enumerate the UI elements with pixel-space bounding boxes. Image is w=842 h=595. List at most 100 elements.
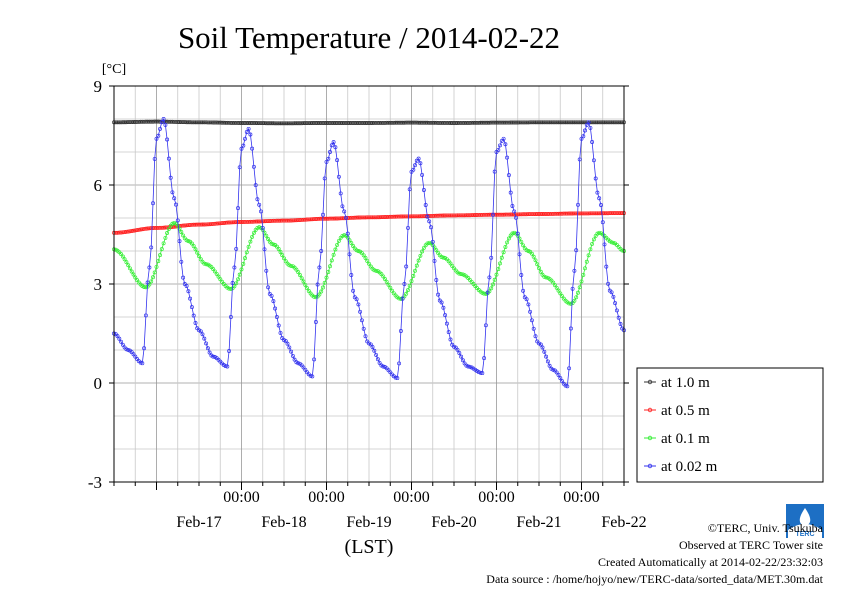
series-1: [112, 119, 626, 126]
series-point: [322, 121, 327, 125]
series-point: [276, 323, 281, 328]
series-point: [156, 133, 161, 138]
series-point: [175, 218, 180, 223]
series-point: [591, 237, 596, 242]
series-point: [191, 244, 196, 249]
series-point: [560, 379, 564, 384]
series-point: [437, 120, 442, 125]
series-point: [138, 227, 143, 232]
series-point: [163, 235, 168, 240]
series-point: [576, 290, 580, 295]
legend-swatch-marker: [647, 407, 653, 413]
series-point: [264, 268, 269, 273]
series-point: [147, 119, 152, 124]
series-point: [315, 282, 320, 287]
footer-source: Data source : /home/hojyo/new/TERC-data/…: [486, 572, 823, 586]
series-point: [554, 211, 559, 216]
series-point: [421, 245, 426, 250]
series-line: [113, 222, 625, 305]
y-tick-label: 3: [94, 275, 103, 294]
series-point: [547, 120, 552, 125]
series-point: [274, 315, 279, 319]
series-point: [398, 329, 403, 333]
series-point: [310, 217, 315, 222]
series-point: [586, 120, 591, 125]
series-point: [315, 121, 320, 125]
series-point: [439, 255, 444, 259]
series-point: [407, 283, 412, 288]
series-point: [450, 213, 455, 218]
series-point: [250, 234, 255, 239]
series-point: [400, 120, 405, 125]
series-point: [149, 245, 154, 250]
series-point: [565, 120, 570, 125]
series-point: [124, 347, 129, 352]
series-point: [374, 268, 379, 273]
series-point: [427, 219, 432, 224]
series-point: [299, 217, 304, 222]
series-point: [333, 247, 338, 252]
series-point: [331, 140, 336, 145]
series-point: [232, 220, 237, 225]
series-point: [126, 348, 131, 352]
series-point: [305, 286, 309, 291]
series-point: [459, 354, 464, 359]
series-point: [308, 373, 313, 378]
series-point: [521, 288, 526, 293]
series-point: [588, 125, 593, 130]
series-point: [120, 254, 125, 259]
series-point: [427, 240, 432, 245]
series-point: [202, 261, 207, 266]
series-point: [152, 119, 157, 124]
series-point: [359, 318, 364, 323]
series-point: [117, 120, 122, 125]
series-point: [466, 364, 471, 369]
series-point: [322, 280, 327, 285]
series-point: [423, 203, 428, 207]
series-point: [501, 136, 506, 141]
series-point: [542, 120, 547, 125]
series-point: [322, 176, 327, 181]
series-point: [319, 249, 324, 253]
series-point: [485, 290, 490, 295]
series-point: [522, 212, 527, 217]
series-point: [524, 248, 529, 253]
series-point: [560, 120, 564, 125]
series-point: [267, 219, 272, 223]
series-point: [143, 313, 148, 318]
series-point: [370, 345, 375, 349]
series-point: [188, 296, 193, 301]
series-point: [611, 240, 616, 245]
series-point: [358, 121, 363, 125]
series-point: [512, 230, 517, 235]
series-point: [469, 120, 474, 125]
footer-observed: Observed at TERC Tower site: [678, 538, 823, 552]
series-point: [305, 217, 309, 222]
series-point: [259, 209, 263, 214]
series-point: [427, 120, 432, 125]
series-point: [492, 277, 497, 282]
series-point: [257, 202, 262, 207]
series-point: [492, 169, 497, 174]
series-point: [363, 256, 368, 260]
series-point: [432, 213, 437, 218]
series-point: [200, 222, 205, 227]
series-point: [329, 143, 334, 148]
series-point: [529, 318, 534, 323]
series-point: [202, 336, 207, 341]
series-point: [365, 215, 370, 220]
legend-swatch-marker: [647, 463, 653, 469]
series-point: [174, 202, 178, 207]
y-axis-label: [°C]: [102, 62, 126, 77]
series-point: [554, 120, 559, 125]
series-point: [189, 222, 194, 227]
series-point: [140, 361, 145, 366]
series-point: [432, 258, 437, 263]
series-point: [287, 345, 292, 350]
series-point: [572, 268, 577, 273]
series-point: [613, 301, 618, 306]
series-point: [328, 264, 332, 269]
series-point: [280, 121, 285, 126]
series-point: [429, 225, 433, 230]
